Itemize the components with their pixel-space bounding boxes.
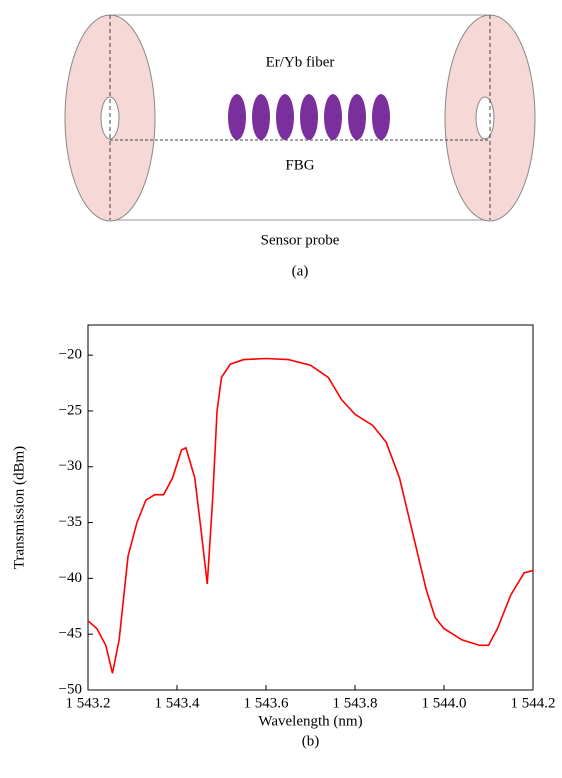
grating-period (276, 94, 294, 140)
chart: −50 −45 −40 −35 −30 −25 −20 1 543.2 1 543.4 1 543… (11, 324, 556, 749)
x-axis-label: Wavelength (nm) (258, 713, 362, 729)
y-tick-label: −50 (59, 681, 82, 697)
y-tick-label: −20 (59, 347, 82, 363)
probe-diagram: Er/Yb fiber FBG Sensor probe (a) (64, 14, 536, 279)
fiber-core (475, 96, 495, 140)
x-tick-label: 1 543.2 (66, 695, 111, 711)
x-tick-label: 1 543.8 (333, 695, 378, 711)
y-axis-label: Transmission (dBm) (11, 446, 27, 569)
grating (228, 94, 390, 140)
x-tick-label: 1 543.4 (155, 695, 201, 711)
caption: (b) (302, 733, 320, 749)
y-tick-label: −30 (59, 458, 82, 474)
x-tick-label: 1 544.0 (422, 695, 467, 711)
y-tick-label: −25 (59, 402, 82, 418)
probe-label: Sensor probe (261, 232, 340, 248)
y-tick-label: −35 (59, 514, 82, 530)
y-tick-label: −40 (59, 570, 82, 586)
y-tick-label: −45 (59, 626, 82, 642)
fiber-core (100, 96, 120, 140)
grating-label: FBG (285, 157, 314, 173)
grating-period (300, 94, 318, 140)
x-tick-label: 1 544.2 (511, 695, 556, 711)
grating-period (324, 94, 342, 140)
grating-period (228, 94, 246, 140)
caption: (a) (292, 263, 309, 279)
fiber-label: Er/Yb fiber (266, 54, 335, 70)
x-tick-label: 1 543.6 (244, 695, 290, 711)
plot-frame (87, 324, 534, 691)
grating-period (252, 94, 270, 140)
grating-period (372, 94, 390, 140)
series-line (87, 357, 534, 674)
grating-period (348, 94, 366, 140)
